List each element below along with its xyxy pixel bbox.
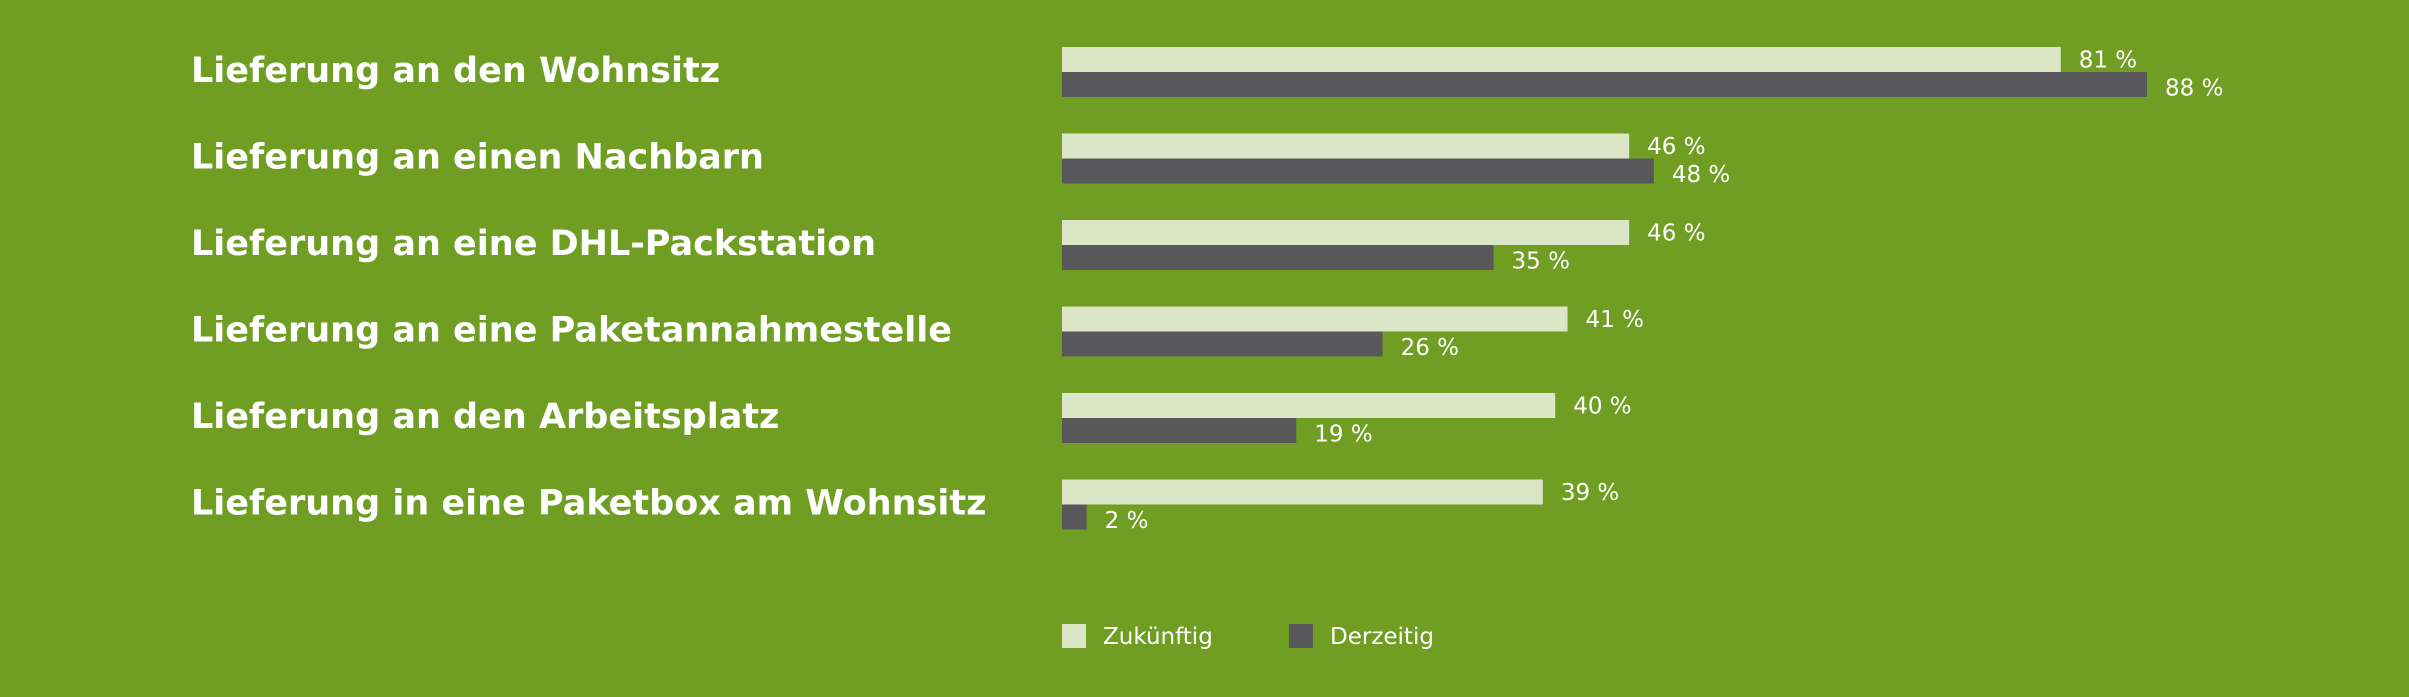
- value-label: 26 %: [1401, 335, 1459, 361]
- value-label: 19 %: [1314, 422, 1372, 448]
- legend-label-zukuenftig: Zukünftig: [1103, 624, 1213, 650]
- bar-derzeitig: [1062, 418, 1297, 443]
- category-label: Lieferung an eine Paketannahmestelle: [191, 311, 952, 351]
- bar-zukuenftig: [1062, 220, 1630, 245]
- legend: Zukünftig Derzeitig: [1062, 624, 1434, 650]
- category-label: Lieferung an den Arbeitsplatz: [191, 397, 779, 437]
- value-label: 46 %: [1647, 221, 1705, 247]
- bar-zukuenftig: [1062, 133, 1630, 159]
- bar-derzeitig: [1062, 158, 1654, 184]
- value-label: 48 %: [1672, 162, 1730, 188]
- category-label: Lieferung an den Wohnsitz: [191, 51, 720, 91]
- bar-derzeitig: [1062, 72, 2148, 97]
- value-labels: 81 %88 %46 %48 %46 %35 %41 %26 %40 %19 %…: [1105, 48, 2224, 535]
- bar-derzeitig: [1062, 245, 1494, 270]
- bar-zukuenftig: [1062, 393, 1556, 418]
- value-label: 2 %: [1105, 508, 1149, 534]
- value-label: 35 %: [1512, 249, 1570, 275]
- value-label: 40 %: [1573, 394, 1631, 420]
- bar-derzeitig: [1062, 504, 1087, 530]
- value-label: 39 %: [1561, 480, 1619, 506]
- legend-swatch-zukuenftig: [1062, 624, 1086, 648]
- legend-label-derzeitig: Derzeitig: [1330, 624, 1434, 650]
- category-label: Lieferung in eine Paketbox am Wohnsitz: [191, 484, 986, 524]
- value-label: 88 %: [2165, 76, 2223, 102]
- legend-swatch-derzeitig: [1289, 624, 1313, 648]
- bar-zukuenftig: [1062, 479, 1543, 505]
- bar-zukuenftig: [1062, 306, 1568, 332]
- bar-zukuenftig: [1062, 47, 2061, 72]
- value-label: 81 %: [2079, 48, 2137, 74]
- category-label: Lieferung an eine DHL-Packstation: [191, 224, 876, 264]
- value-label: 41 %: [1586, 307, 1644, 333]
- category-label: Lieferung an einen Nachbarn: [191, 138, 764, 178]
- bars: [1062, 47, 2148, 530]
- value-label: 46 %: [1647, 134, 1705, 160]
- bar-derzeitig: [1062, 331, 1383, 357]
- category-labels: Lieferung an den Wohnsitz Lieferung an ei…: [191, 51, 986, 524]
